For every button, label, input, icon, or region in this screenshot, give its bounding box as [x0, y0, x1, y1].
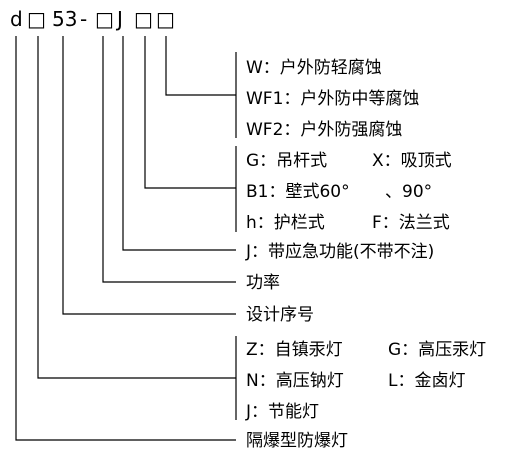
code-number-53: 53	[52, 7, 78, 31]
source-n: N：高压钠灯	[246, 371, 344, 391]
code-box-2: □	[95, 7, 114, 31]
corrosion-wf1: WF1：户外防中等腐蚀	[246, 89, 420, 109]
code-letter-J: J	[117, 7, 123, 31]
mount-x: X：吸顶式	[372, 151, 452, 171]
mount-b1: B1：壁式60°	[246, 182, 350, 202]
corrosion-w: W：户外防轻腐蚀	[246, 58, 382, 78]
source-g: G：高压汞灯	[388, 340, 487, 360]
mount-g: G：吊杆式	[246, 151, 328, 171]
line-type	[15, 36, 236, 441]
code-letter-d: d	[10, 7, 23, 31]
serial-label: 设计序号	[246, 305, 314, 325]
corrosion-wf2: WF2：户外防强腐蚀	[246, 120, 403, 140]
line-mounting	[144, 36, 236, 189]
code-box-1: □	[27, 7, 46, 31]
line-power	[102, 36, 236, 283]
mount-f: F：法兰式	[372, 213, 450, 233]
mount-b1-90: 、90°	[385, 182, 433, 202]
code-box-4: □	[156, 7, 175, 31]
line-serial	[62, 36, 236, 315]
source-l: L：金卤灯	[388, 371, 466, 391]
type-label: 隔爆型防爆灯	[246, 431, 348, 451]
power-label: 功率	[246, 273, 280, 293]
source-z: Z：自镇汞灯	[246, 340, 343, 360]
emergency-label: J：带应急功能(不带不注)	[246, 242, 435, 262]
line-emergency	[122, 36, 236, 251]
line-source	[37, 36, 236, 379]
source-j: J：节能灯	[246, 402, 320, 422]
mount-h: h：护栏式	[246, 213, 325, 233]
code-box-3: □	[134, 7, 153, 31]
line-corrosion	[165, 36, 236, 96]
code-dash: -	[80, 7, 88, 31]
